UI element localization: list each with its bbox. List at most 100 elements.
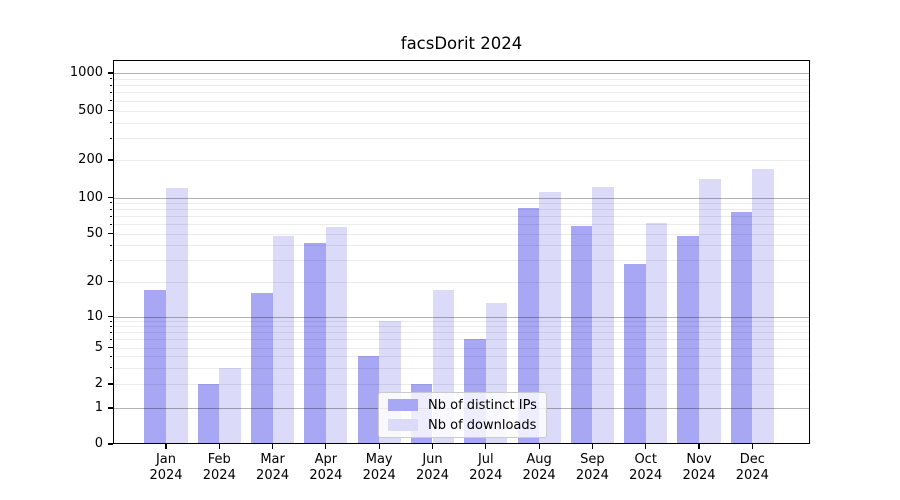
x-tick-mark [165,444,167,449]
y-minor-tick-mark [110,202,113,204]
y-minor-tick-mark [110,91,113,93]
bar-ips-dec [730,211,753,444]
y-tick-label: 2 [94,376,103,391]
gridline-minor [113,122,810,124]
bar-ips-mar [251,292,273,444]
legend: Nb of distinct IPs Nb of downloads [378,392,547,438]
x-tick-month: Dec [739,452,765,467]
x-tick-mark [272,444,274,449]
y-tick-label: 100 [78,189,103,205]
x-tick-year: 2024 [629,467,663,483]
y-tick-mark [108,280,113,283]
x-tick-year: 2024 [735,467,769,483]
bar-ips-apr [304,242,326,444]
bar-downloads-apr [325,226,348,444]
x-tick-year: 2024 [682,467,716,483]
x-tick-label: Jul 2024 [456,452,516,483]
x-tick-month: Sep [580,452,605,467]
x-tick-label: Apr 2024 [296,452,356,483]
y-tick-mark [108,443,113,445]
bar-ips-sep [570,225,593,444]
x-tick-label: Dec 2024 [722,452,782,483]
x-tick-mark [431,444,434,449]
x-tick-year: 2024 [575,467,609,483]
y-tick-mark [108,407,113,409]
x-tick-label: Jan 2024 [136,452,196,483]
y-tick-label: 1 [94,400,103,415]
x-tick-month: Aug [526,452,552,467]
gridline-minor [113,100,810,102]
y-tick-label: 200 [78,152,103,167]
x-tick-label: Aug 2024 [509,452,569,483]
x-tick-mark [538,444,540,449]
y-tick-label: 10 [86,308,103,324]
y-minor-tick-mark [110,223,113,225]
y-minor-tick-mark [110,331,113,333]
legend-item-downloads: Nb of downloads [379,417,546,434]
x-tick-mark [218,444,220,449]
y-tick-mark [108,232,113,235]
x-tick-year: 2024 [202,467,236,483]
x-tick-month: May [365,452,393,467]
x-tick-month: Jun [422,452,443,467]
x-tick-month: Nov [686,452,712,467]
y-minor-tick-mark [110,355,113,357]
gridline-minor [113,138,810,140]
bar-ips-oct [624,263,646,444]
chart-title: facsDorit 2024 [400,34,523,53]
y-minor-tick-mark [110,78,113,80]
x-tick-year: 2024 [149,467,183,483]
x-tick-label: Jun 2024 [403,452,463,483]
x-tick-label: May 2024 [349,452,409,483]
x-tick-label: Mar 2024 [243,452,303,483]
plot-area: Nb of distinct IPs Nb of downloads [113,60,810,444]
x-tick-label: Nov 2024 [669,452,729,483]
y-tick-mark [108,72,113,74]
bar-downloads-aug [539,192,561,444]
y-minor-tick-mark [110,208,113,210]
y-minor-tick-mark [110,122,113,124]
bar-downloads-nov [699,179,721,444]
bar-downloads-jan [166,187,188,444]
x-tick-mark [485,444,487,449]
y-tick-mark [108,383,113,385]
x-tick-label: Feb 2024 [189,452,249,483]
x-tick-year: 2024 [309,467,343,483]
x-tick-month: Apr [314,452,338,467]
y-tick-mark [108,109,113,112]
legend-label-ips: Nb of distinct IPs [428,397,537,413]
bar-ips-nov [677,235,699,444]
x-tick-year: 2024 [415,467,450,483]
y-minor-tick-mark [110,338,113,340]
x-tick-label: Sep 2024 [562,452,622,483]
bar-ips-may [357,356,380,444]
y-tick-label: 1000 [69,65,103,80]
y-minor-tick-mark [110,84,113,86]
y-minor-tick-mark [110,325,113,327]
gridline-minor [113,160,810,161]
gridline-major [113,73,810,74]
y-tick-label: 500 [78,102,103,118]
y-minor-tick-mark [110,215,113,217]
gridline-minor [113,110,810,112]
bar-ips-feb [197,384,220,444]
x-tick-mark [645,444,647,449]
y-minor-tick-mark [110,137,113,139]
bar-downloads-sep [592,186,614,444]
legend-item-ips: Nb of distinct IPs [379,397,546,414]
legend-swatch-ips [388,399,418,411]
bar-downloads-dec [752,168,774,444]
x-tick-year: 2024 [256,467,290,483]
y-minor-tick-mark [110,367,113,369]
x-tick-month: Jul [477,452,494,467]
x-tick-mark [751,444,753,449]
y-tick-label: 0 [94,436,103,451]
y-minor-tick-mark [110,259,113,261]
bar-ips-aug [517,207,540,444]
x-tick-month: Jan [155,452,177,467]
gridline-minor [113,85,810,87]
x-tick-mark [698,444,700,449]
y-minor-tick-mark [110,320,113,322]
y-tick-mark [108,196,113,199]
